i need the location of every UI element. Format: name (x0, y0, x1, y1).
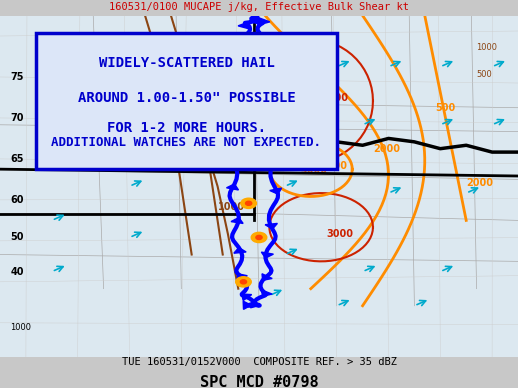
Text: SPC MCD #0798: SPC MCD #0798 (199, 375, 319, 388)
Polygon shape (250, 300, 260, 308)
Text: 40: 40 (10, 267, 24, 277)
Circle shape (241, 198, 256, 208)
Polygon shape (261, 290, 272, 296)
FancyBboxPatch shape (0, 16, 518, 357)
Text: 160531/0100 MUCAPE j/kg, Effective Bulk Shear kt: 160531/0100 MUCAPE j/kg, Effective Bulk … (109, 2, 409, 12)
Polygon shape (259, 34, 269, 41)
Circle shape (236, 277, 251, 287)
Circle shape (246, 130, 262, 140)
Polygon shape (237, 274, 247, 280)
Polygon shape (266, 120, 278, 126)
Circle shape (251, 154, 267, 164)
FancyBboxPatch shape (36, 33, 337, 169)
Circle shape (240, 280, 247, 284)
Polygon shape (226, 184, 238, 190)
Text: 65: 65 (10, 154, 24, 164)
Text: 1000: 1000 (477, 43, 498, 52)
Text: 1000: 1000 (321, 161, 348, 171)
Polygon shape (270, 155, 282, 161)
Text: TUE 160531/0152V000  COMPOSITE REF. > 35 dBZ: TUE 160531/0152V000 COMPOSITE REF. > 35 … (122, 357, 396, 367)
Text: 3000: 3000 (326, 229, 353, 239)
Text: 75: 75 (10, 72, 24, 82)
Polygon shape (237, 35, 247, 41)
Polygon shape (251, 14, 260, 22)
Polygon shape (238, 23, 250, 29)
Polygon shape (243, 301, 251, 309)
Text: 1000: 1000 (10, 323, 32, 332)
Circle shape (251, 232, 267, 242)
Polygon shape (262, 274, 272, 280)
Polygon shape (236, 53, 248, 59)
Text: 4000: 4000 (300, 165, 327, 175)
Polygon shape (265, 223, 277, 229)
Circle shape (256, 157, 262, 161)
Circle shape (246, 82, 252, 86)
Polygon shape (227, 111, 239, 117)
Text: 500: 500 (197, 137, 217, 147)
Text: 500: 500 (435, 103, 455, 113)
Text: 1000: 1000 (218, 202, 244, 212)
Polygon shape (262, 252, 274, 258)
Circle shape (256, 236, 262, 239)
Circle shape (246, 201, 252, 205)
Text: 2000: 2000 (321, 93, 348, 103)
Text: 2000: 2000 (192, 42, 219, 52)
Text: 2000: 2000 (373, 144, 400, 154)
Polygon shape (242, 294, 252, 301)
Polygon shape (231, 218, 243, 223)
Polygon shape (232, 78, 244, 83)
Text: ADDITIONAL WATCHES ARE NOT EXPECTED.: ADDITIONAL WATCHES ARE NOT EXPECTED. (51, 136, 322, 149)
Polygon shape (262, 59, 273, 65)
Circle shape (251, 133, 257, 137)
Polygon shape (259, 18, 270, 24)
Text: 70: 70 (10, 113, 24, 123)
Polygon shape (225, 147, 237, 153)
Circle shape (241, 79, 256, 89)
Text: 2000: 2000 (466, 178, 493, 188)
Text: 60: 60 (10, 195, 24, 205)
Text: 250: 250 (161, 137, 181, 147)
Text: FOR 1-2 MORE HOURS.: FOR 1-2 MORE HOURS. (107, 121, 266, 135)
Text: WIDELY-SCATTERED HAIL: WIDELY-SCATTERED HAIL (98, 57, 275, 71)
Polygon shape (263, 89, 276, 94)
Text: 500: 500 (477, 70, 492, 79)
Polygon shape (270, 188, 282, 194)
Text: AROUND 1.00-1.50" POSSIBLE: AROUND 1.00-1.50" POSSIBLE (78, 91, 295, 105)
Text: 50: 50 (10, 232, 24, 242)
Polygon shape (234, 248, 246, 253)
